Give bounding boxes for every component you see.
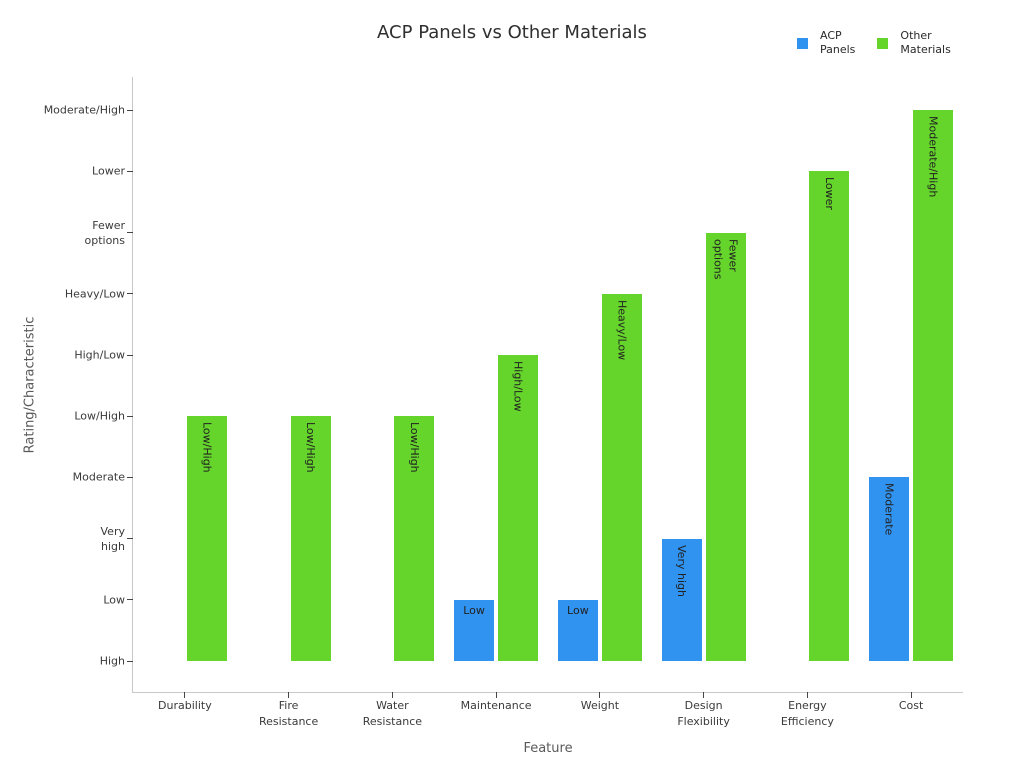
x-tick-label: Energy Efficiency — [780, 699, 834, 728]
x-tick-mark — [806, 692, 808, 698]
bar-value-label: Lower — [809, 177, 849, 210]
bar-value-label: Fewer options — [706, 239, 746, 280]
y-tick-mark — [127, 599, 133, 601]
bar-value-label-text: Moderate — [882, 483, 896, 536]
bar: Low — [454, 599, 495, 661]
x-tick-label: Design Flexibility — [677, 699, 730, 728]
x-tick-label: Durability — [158, 699, 212, 712]
bar-value-label: High/Low — [498, 361, 538, 412]
bar: Fewer options — [705, 232, 746, 661]
bar-value-label-text: High/Low — [511, 361, 525, 412]
y-tick-mark — [127, 538, 133, 540]
bar-value-label-text: Very high — [675, 544, 689, 597]
y-tick-mark — [127, 170, 133, 172]
x-tick-label: Fire Resistance — [258, 699, 319, 728]
bar-value-label: Low/High — [291, 422, 331, 473]
legend-item-acp-panels: ACP Panels — [797, 29, 855, 57]
y-tick-mark — [127, 109, 133, 111]
bar-value-label-text: Low/High — [304, 422, 318, 473]
x-tick-mark — [910, 692, 912, 698]
x-axis-title: Feature — [523, 741, 573, 756]
bar: Low/High — [186, 416, 227, 661]
y-tick-label: Moderate/High — [43, 103, 125, 117]
legend-swatch-other-materials — [877, 37, 889, 49]
bar: Lower — [809, 171, 850, 661]
y-axis-title: Rating/Characteristic — [22, 316, 38, 454]
plot-area: High Low Very high Moderate Low/High High/Low… — [44, 77, 963, 728]
bar-value-label: Low/High — [187, 422, 227, 473]
y-tick-label: High — [99, 654, 125, 668]
bar: High/Low — [498, 355, 539, 661]
bar-value-label-text: Fewer options — [711, 238, 740, 280]
bar: Low/High — [394, 416, 435, 661]
x-tick-mark — [184, 692, 186, 698]
legend-swatch-acp-panels — [797, 37, 808, 49]
legend-item-other-materials: Other Materials — [877, 29, 951, 57]
bar-value-label: Heavy/Low — [602, 300, 642, 360]
y-tick-mark — [127, 476, 133, 478]
y-tick-mark — [127, 293, 133, 295]
x-tick-mark — [599, 692, 601, 698]
bar-value-label-text: Heavy/Low — [615, 299, 629, 360]
y-tick-mark — [127, 660, 133, 662]
x-tick-label: Water Resistance — [362, 699, 423, 728]
y-tick-label: Very high — [100, 524, 125, 553]
y-tick-mark — [127, 232, 133, 234]
bar-value-label-text: Moderate/High — [926, 116, 940, 198]
bar: Very high — [661, 538, 702, 661]
y-tick-label: High/Low — [74, 348, 125, 362]
chart-title: ACP Panels vs Other Materials — [377, 22, 647, 43]
x-tick-label: Maintenance — [460, 699, 532, 712]
bar-value-label: Very high — [662, 545, 702, 597]
x-tick-mark — [495, 692, 497, 698]
y-tick-label: Lower — [92, 164, 125, 178]
bar-value-label-text: Lower — [822, 177, 836, 211]
bar-value-label: Low/High — [394, 422, 434, 473]
bar: Heavy/Low — [601, 293, 642, 661]
bar: Low — [557, 599, 598, 661]
y-tick-label: Low — [103, 593, 125, 607]
bar-value-label: Low — [463, 603, 485, 617]
legend: ACP Panels Other Materials — [797, 29, 951, 57]
x-tick-mark — [703, 692, 705, 698]
bar: Low/High — [290, 416, 331, 661]
bar-value-label: Low — [567, 603, 589, 617]
bar-value-label-text: Low/High — [200, 422, 214, 473]
legend-label-other-materials: Other Materials — [900, 29, 951, 56]
bar: Moderate/High — [913, 110, 954, 661]
x-tick-label: Cost — [898, 699, 924, 712]
y-tick-mark — [127, 415, 133, 417]
y-tick-mark — [127, 354, 133, 356]
y-tick-label: Low/High — [74, 409, 125, 423]
x-tick-mark — [288, 692, 290, 698]
bar: Moderate — [869, 477, 910, 661]
legend-label-acp-panels: ACP Panels — [820, 29, 856, 56]
y-tick-label: Moderate — [72, 470, 125, 484]
bar-value-label: Moderate — [869, 483, 909, 535]
y-tick-label: Fewer options — [84, 218, 125, 247]
x-tick-label: Weight — [580, 699, 620, 712]
x-tick-mark — [391, 692, 393, 698]
y-tick-label: Heavy/Low — [64, 287, 125, 301]
bar-value-label-text: Low/High — [407, 422, 421, 473]
bar-value-label: Moderate/High — [913, 116, 953, 197]
